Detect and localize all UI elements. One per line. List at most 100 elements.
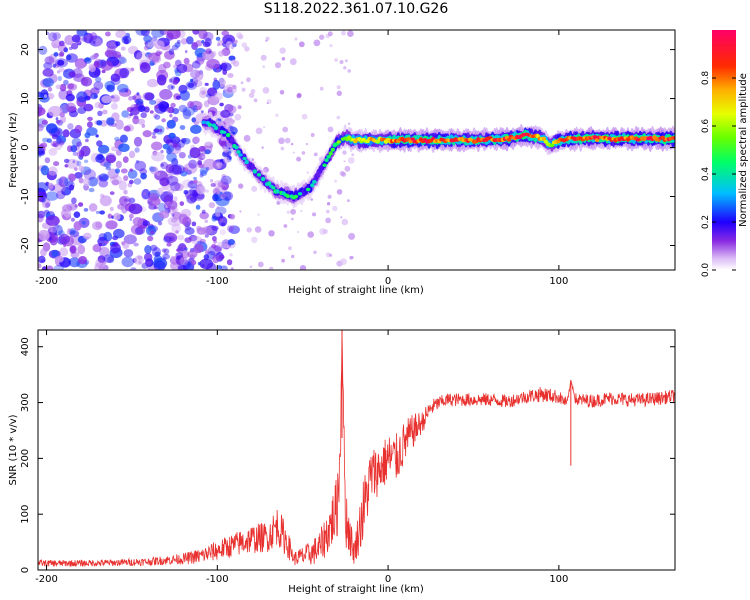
noise-speckle xyxy=(133,242,139,247)
spectrogram-y-axis-label: Frequency (Hz) xyxy=(8,112,19,188)
snr-x-ticks: -200 -100 0 100 xyxy=(35,330,568,585)
noise-speckle xyxy=(296,231,299,233)
noise-speckle xyxy=(312,212,316,217)
noise-speckle xyxy=(140,30,150,37)
snr-line xyxy=(38,330,675,568)
noise-speckle xyxy=(230,267,234,270)
noise-speckle xyxy=(95,259,105,268)
noise-speckle xyxy=(307,231,315,238)
noise-speckle xyxy=(73,221,82,231)
noise-speckle xyxy=(51,39,61,49)
noise-speckle xyxy=(65,93,75,102)
noise-speckle xyxy=(291,254,295,259)
noise-speckle xyxy=(114,136,120,142)
noise-speckle xyxy=(189,78,194,83)
noise-speckle xyxy=(179,257,189,266)
noise-speckle xyxy=(197,261,201,266)
noise-speckle xyxy=(166,152,177,162)
noise-speckle xyxy=(284,137,291,144)
noise-speckle xyxy=(230,59,236,65)
noise-speckle xyxy=(39,191,47,199)
noise-speckle xyxy=(336,115,341,120)
noise-speckle xyxy=(178,104,188,113)
y-tick-label: 100 xyxy=(20,505,31,524)
noise-speckle xyxy=(239,210,242,213)
noise-speckle xyxy=(183,57,190,65)
noise-speckle xyxy=(117,83,129,93)
noise-speckle xyxy=(157,187,164,195)
noise-speckle xyxy=(119,134,128,143)
noise-speckle xyxy=(107,213,113,219)
noise-speckle xyxy=(214,92,223,101)
snr-x-axis-label: Height of straight line (km) xyxy=(288,584,424,595)
noise-speckle xyxy=(149,99,157,105)
noise-speckle xyxy=(38,45,48,56)
noise-speckle xyxy=(313,250,317,254)
spectrogram-ridge-layer xyxy=(201,111,675,209)
noise-speckle xyxy=(80,76,93,87)
ridge-core xyxy=(410,137,415,141)
noise-speckle xyxy=(182,216,192,227)
ridge-core xyxy=(549,143,555,148)
noise-speckle xyxy=(291,217,294,221)
noise-speckle xyxy=(139,62,151,73)
colorbar-tick-label: 0.8 xyxy=(701,71,711,86)
noise-speckle xyxy=(154,114,161,120)
noise-speckle xyxy=(332,205,338,212)
noise-speckle xyxy=(182,106,196,117)
noise-speckle xyxy=(193,120,199,125)
noise-speckle xyxy=(77,107,87,114)
noise-speckle xyxy=(181,179,194,189)
noise-speckle xyxy=(113,212,121,221)
noise-speckle xyxy=(180,138,187,143)
noise-speckle xyxy=(123,234,137,245)
noise-speckle xyxy=(199,258,214,270)
x-tick-label: -100 xyxy=(206,574,229,585)
noise-speckle xyxy=(106,40,119,49)
noise-speckle xyxy=(153,257,168,269)
noise-speckle xyxy=(175,230,179,234)
noise-speckle xyxy=(122,156,129,164)
noise-speckle xyxy=(341,218,349,226)
noise-speckle xyxy=(94,262,104,270)
noise-speckle xyxy=(58,40,65,47)
noise-speckle xyxy=(146,78,159,88)
noise-speckle xyxy=(98,264,109,270)
noise-speckle xyxy=(336,90,342,97)
noise-speckle xyxy=(159,128,163,133)
noise-speckle xyxy=(161,248,167,253)
noise-speckle xyxy=(129,107,140,116)
ridge-core xyxy=(256,173,262,177)
noise-speckle xyxy=(163,232,178,244)
noise-speckle xyxy=(167,208,171,213)
noise-speckle xyxy=(47,226,58,237)
noise-speckle xyxy=(87,176,99,187)
noise-speckle xyxy=(251,185,258,192)
noise-speckle xyxy=(225,40,233,48)
noise-speckle xyxy=(162,253,171,260)
noise-speckle xyxy=(121,241,126,246)
noise-speckle xyxy=(57,43,67,52)
noise-speckle xyxy=(39,94,50,103)
noise-speckle xyxy=(257,213,260,216)
noise-speckle xyxy=(152,131,156,136)
noise-speckle xyxy=(111,146,118,152)
noise-speckle xyxy=(286,210,290,214)
noise-speckle xyxy=(329,44,333,48)
noise-speckle xyxy=(173,196,178,202)
noise-speckle xyxy=(203,254,209,260)
noise-speckle xyxy=(327,31,333,37)
noise-speckle xyxy=(95,134,99,138)
noise-speckle xyxy=(222,146,230,153)
noise-speckle xyxy=(64,164,69,168)
noise-speckle xyxy=(176,63,188,74)
noise-speckle xyxy=(115,160,122,169)
noise-speckle xyxy=(178,152,186,159)
noise-speckle xyxy=(82,232,92,240)
noise-speckle xyxy=(199,238,206,244)
noise-speckle xyxy=(134,160,147,172)
noise-speckle xyxy=(46,123,58,134)
noise-speckle xyxy=(209,144,213,149)
noise-speckle xyxy=(141,123,146,128)
